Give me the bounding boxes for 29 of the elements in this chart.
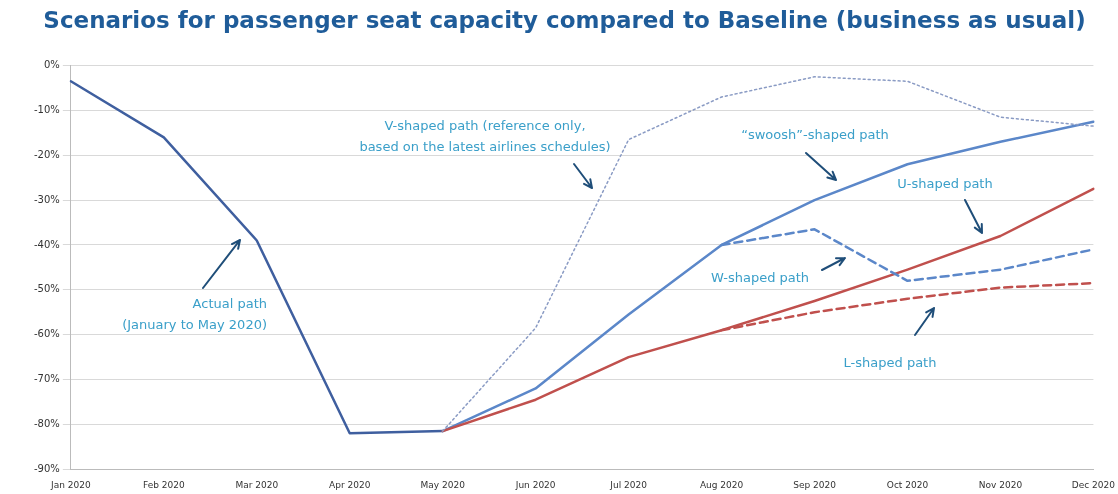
annotation: W-shaped path <box>710 270 810 286</box>
annotation: “swoosh”-shaped path <box>741 127 889 143</box>
y-tick-label: -80% <box>33 417 60 429</box>
y-tick-label: 0% <box>43 59 60 71</box>
y-tick-label: -40% <box>33 238 60 250</box>
annotation: V-shaped path (reference only, based on the latest airlines schedules) <box>359 118 611 155</box>
y-tick-label: -60% <box>33 328 60 340</box>
x-tick-label: Apr 2020 <box>329 479 371 490</box>
x-tick-label: Dec 2020 <box>1071 479 1116 490</box>
annotation: U-shaped path <box>897 176 993 192</box>
x-tick-label: Aug 2020 <box>699 479 744 490</box>
x-tick-label: Oct 2020 <box>886 479 929 490</box>
y-tick-label: -10% <box>33 104 60 116</box>
x-tick-label: May 2020 <box>420 479 466 490</box>
annotation: L-shaped path <box>843 355 937 371</box>
x-tick-label: Jul 2020 <box>609 479 648 490</box>
annotation: Actual path (January to May 2020) <box>122 296 267 333</box>
x-tick-label: Mar 2020 <box>235 479 279 490</box>
y-tick-label: -20% <box>33 148 60 160</box>
y-tick-label: -50% <box>33 283 60 295</box>
x-tick-label: Feb 2020 <box>142 479 185 490</box>
x-tick-label: Nov 2020 <box>978 479 1023 490</box>
x-tick-label: Jun 2020 <box>514 479 556 490</box>
y-tick-label: -90% <box>33 462 60 474</box>
chart-title: Scenarios for passenger seat capacity compared to Baseline (business as usual) <box>43 6 1086 33</box>
x-tick-label: Sep 2020 <box>793 479 837 490</box>
y-tick-label: -30% <box>33 193 60 205</box>
x-tick-label: Jan 2020 <box>50 479 91 490</box>
y-tick-label: -70% <box>33 373 60 385</box>
